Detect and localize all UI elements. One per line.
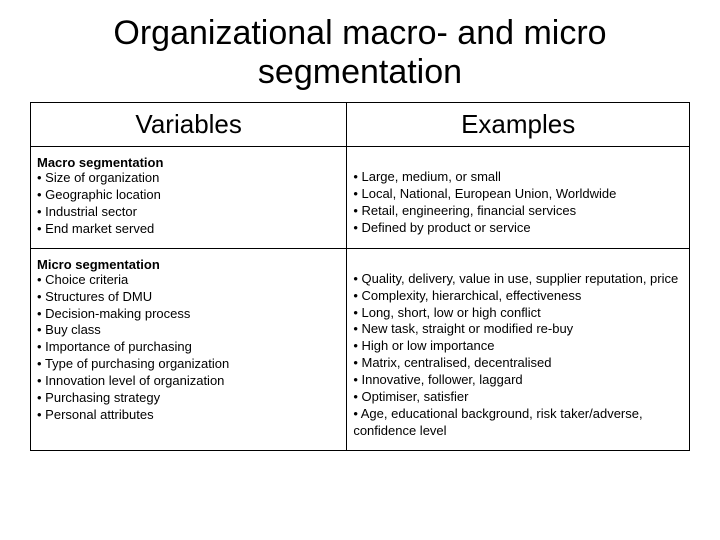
list-item: Quality, delivery, value in use, supplie… [353,271,683,288]
list-item: Geographic location [37,187,340,204]
macro-heading: Macro segmentation [37,155,340,170]
macro-row: Macro segmentation Size of organizationG… [31,147,690,249]
header-variables: Variables [31,103,347,147]
spacer [353,155,683,169]
list-item: Structures of DMU [37,289,340,306]
list-item: Long, short, low or high conflict [353,305,683,322]
micro-row: Micro segmentation Choice criteriaStruct… [31,248,690,450]
table-header-row: Variables Examples [31,103,690,147]
list-item: Local, National, European Union, Worldwi… [353,186,683,203]
list-item: New task, straight or modified re-buy [353,321,683,338]
list-item: Choice criteria [37,272,340,289]
macro-variables-cell: Macro segmentation Size of organizationG… [31,147,347,249]
list-item: Innovative, follower, laggard [353,372,683,389]
micro-examples-list: Quality, delivery, value in use, supplie… [353,271,683,440]
slide: Organizational macro- and micro segmenta… [0,0,720,540]
macro-examples-list: Large, medium, or smallLocal, National, … [353,169,683,237]
list-item: Age, educational background, risk taker/… [353,406,683,440]
list-item: End market served [37,221,340,238]
list-item: Buy class [37,322,340,339]
slide-title: Organizational macro- and micro segmenta… [30,14,690,92]
list-item: High or low importance [353,338,683,355]
micro-heading: Micro segmentation [37,257,340,272]
header-examples: Examples [347,103,690,147]
list-item: Type of purchasing organization [37,356,340,373]
list-item: Defined by product or service [353,220,683,237]
list-item: Matrix, centralised, decentralised [353,355,683,372]
list-item: Optimiser, satisfier [353,389,683,406]
micro-examples-cell: Quality, delivery, value in use, supplie… [347,248,690,450]
micro-variables-list: Choice criteriaStructures of DMUDecision… [37,272,340,424]
list-item: Complexity, hierarchical, effectiveness [353,288,683,305]
list-item: Innovation level of organization [37,373,340,390]
spacer [353,257,683,271]
list-item: Importance of purchasing [37,339,340,356]
list-item: Size of organization [37,170,340,187]
list-item: Large, medium, or small [353,169,683,186]
macro-variables-list: Size of organizationGeographic locationI… [37,170,340,238]
macro-examples-cell: Large, medium, or smallLocal, National, … [347,147,690,249]
list-item: Personal attributes [37,407,340,424]
micro-variables-cell: Micro segmentation Choice criteriaStruct… [31,248,347,450]
list-item: Industrial sector [37,204,340,221]
list-item: Decision-making process [37,306,340,323]
list-item: Purchasing strategy [37,390,340,407]
list-item: Retail, engineering, financial services [353,203,683,220]
segmentation-table: Variables Examples Macro segmentation Si… [30,102,690,450]
